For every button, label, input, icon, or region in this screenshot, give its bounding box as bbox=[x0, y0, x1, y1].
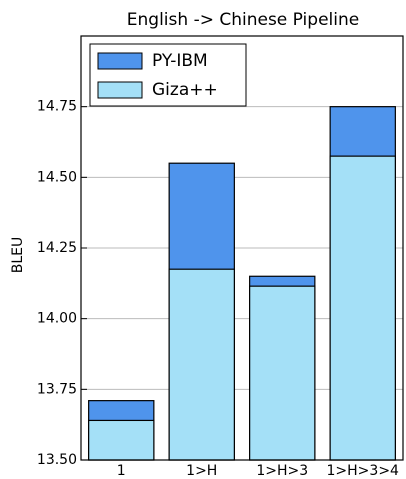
bar bbox=[329, 155, 396, 461]
x-tick-label: 1 bbox=[117, 463, 126, 479]
y-axis-label: BLEU bbox=[10, 237, 26, 274]
x-tick-label: 1>H bbox=[186, 463, 217, 479]
y-tick-label: 13.50 bbox=[37, 452, 77, 468]
legend-label: Giza++ bbox=[152, 80, 218, 100]
y-tick-label: 13.75 bbox=[37, 381, 77, 397]
y-tick-label: 14.75 bbox=[37, 99, 77, 115]
legend-swatch bbox=[97, 81, 143, 99]
legend-label: PY-IBM bbox=[152, 51, 208, 71]
bar bbox=[249, 285, 316, 461]
bar bbox=[168, 268, 235, 461]
y-tick-label: 14.25 bbox=[37, 240, 77, 256]
chart-title: English -> Chinese Pipeline bbox=[127, 10, 359, 30]
plot-frame bbox=[80, 35, 404, 461]
bar bbox=[88, 419, 155, 461]
y-tick-label: 14.50 bbox=[37, 169, 77, 185]
y-tick-label: 14.00 bbox=[37, 311, 77, 327]
x-tick-label: 1>H>3 bbox=[256, 463, 308, 479]
legend-swatch bbox=[97, 52, 143, 70]
x-tick-label: 1>H>3>4 bbox=[327, 463, 400, 479]
